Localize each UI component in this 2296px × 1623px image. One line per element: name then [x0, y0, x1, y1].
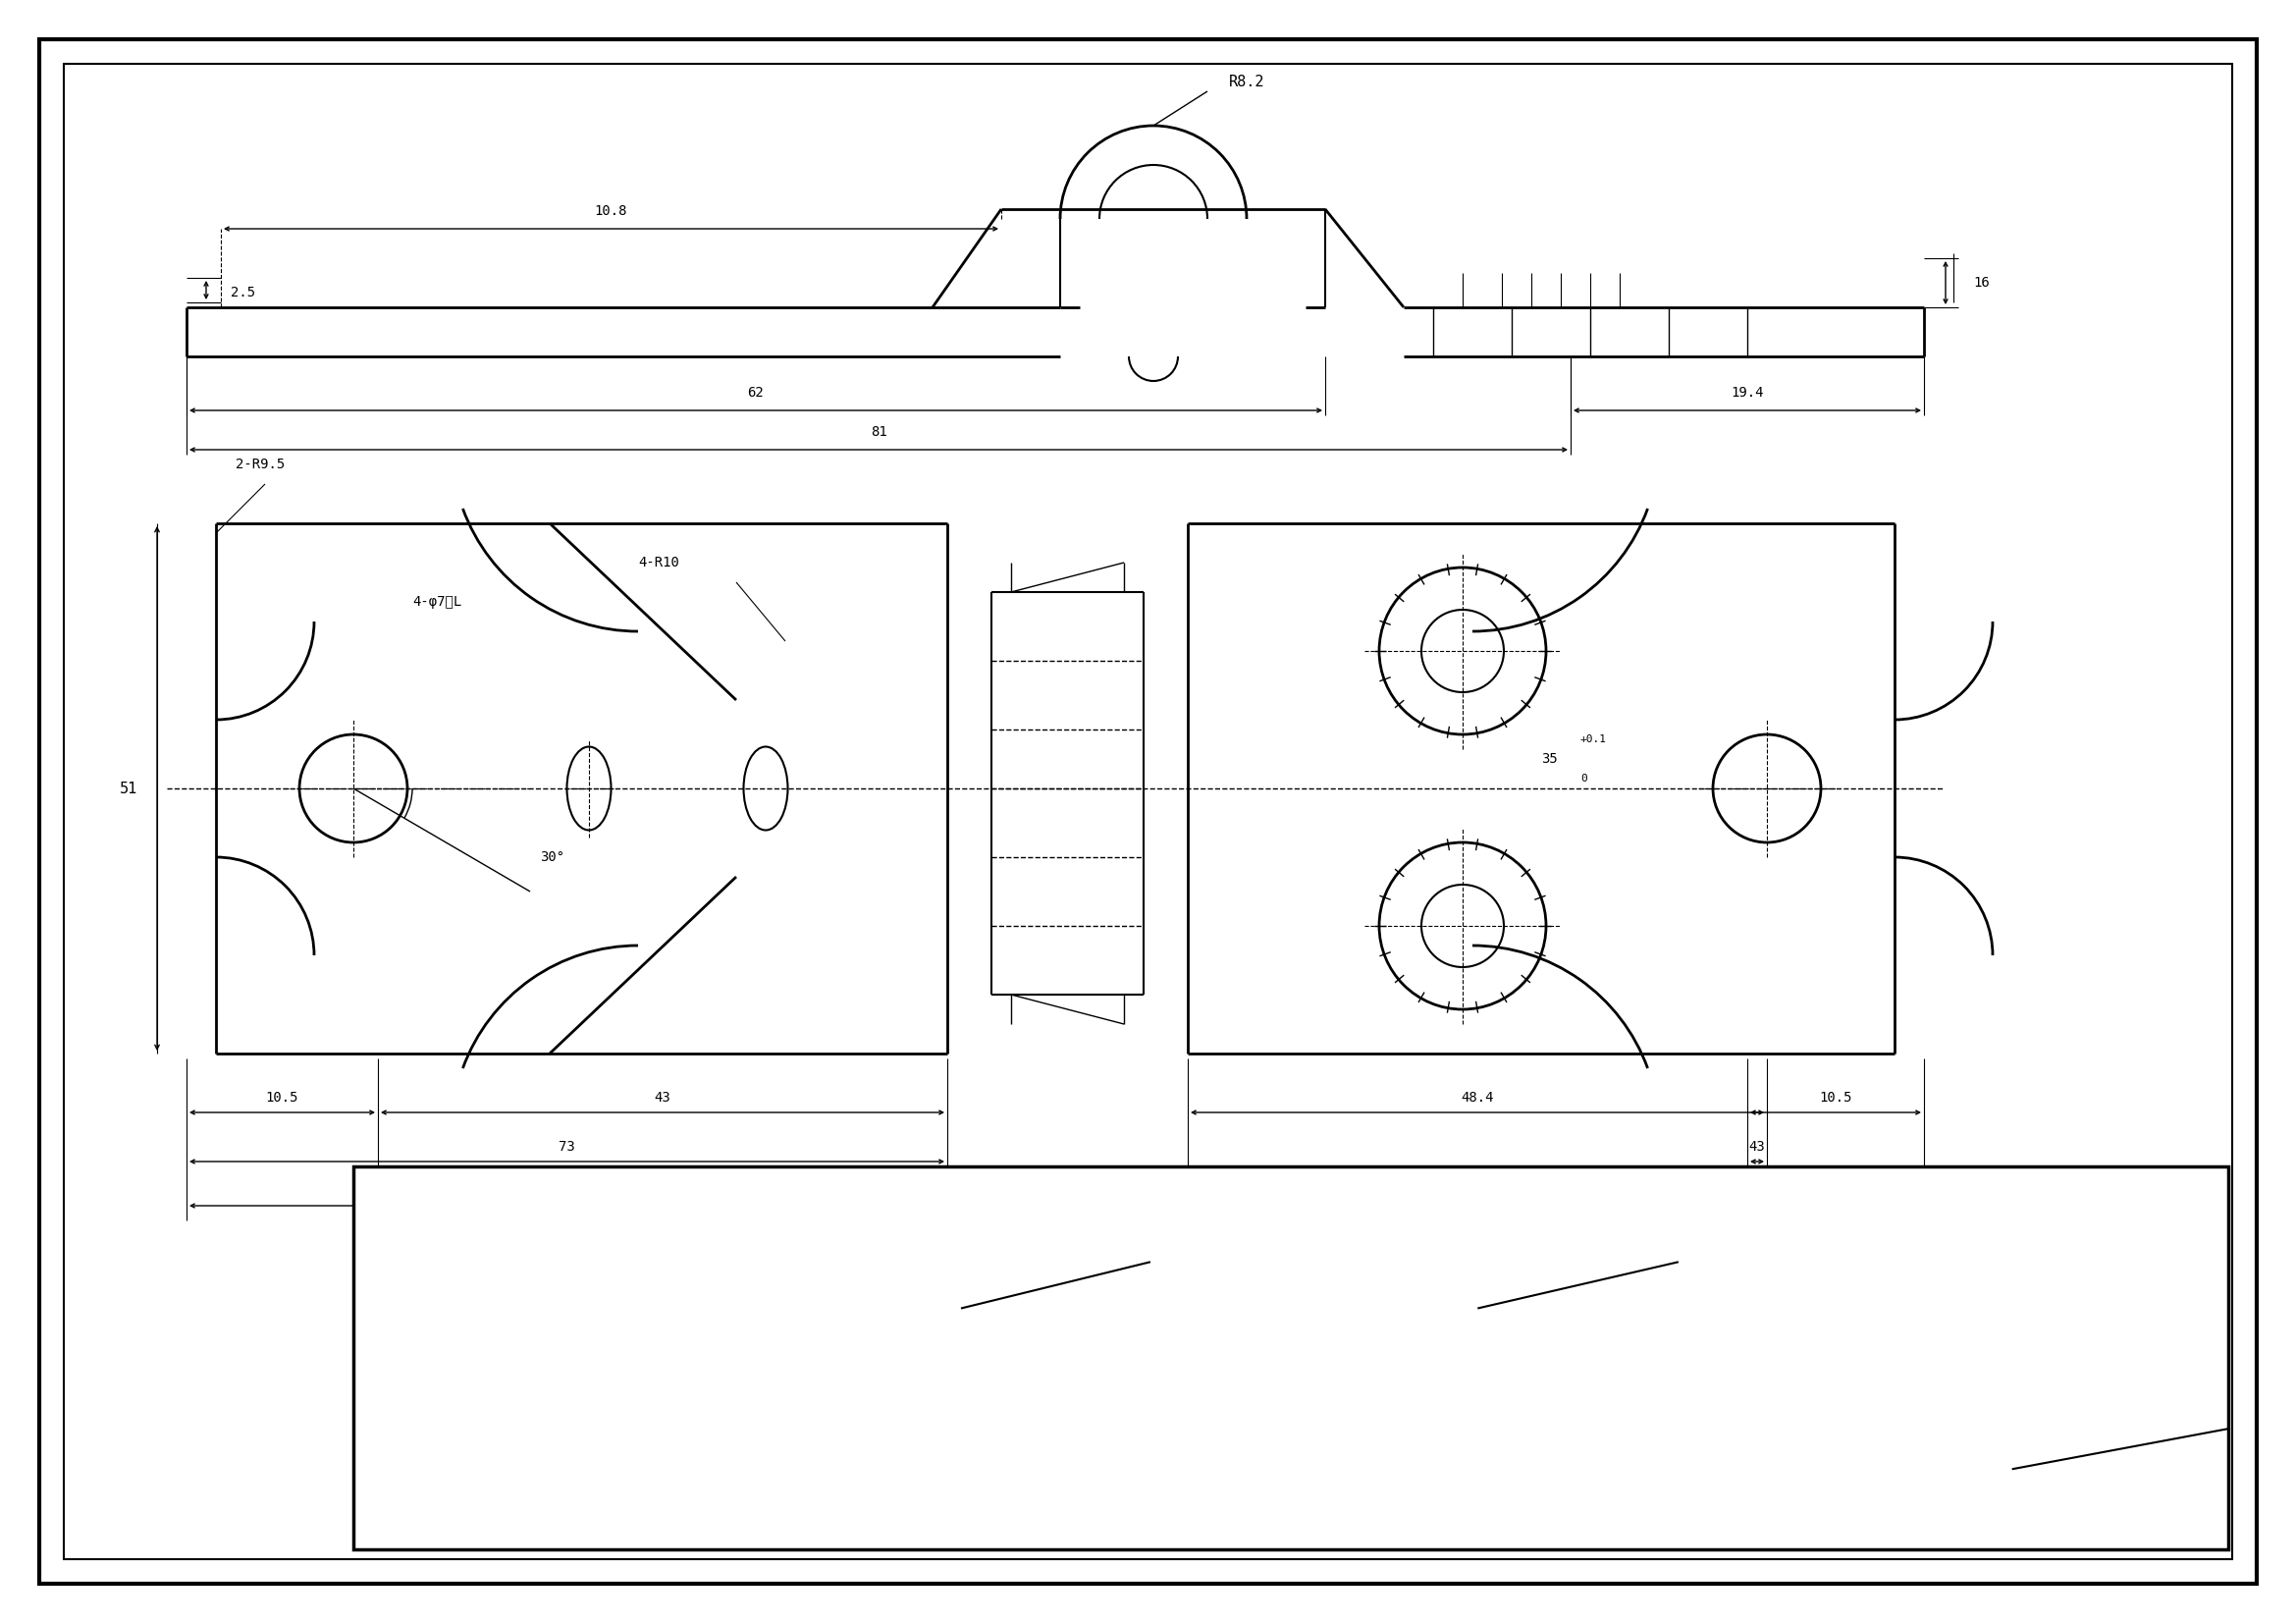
Text: 30°: 30°	[540, 850, 565, 863]
Text: 4-φ7送L: 4-φ7送L	[413, 596, 461, 609]
Text: ±0.45: ±0.45	[1378, 1443, 1414, 1456]
Text: A: A	[1228, 1277, 1235, 1292]
Text: 500->750: 500->750	[1548, 1362, 1607, 1375]
Text: ±0.80: ±0.80	[1740, 1362, 1777, 1375]
Text: 43: 43	[654, 1091, 670, 1105]
Text: R8.2: R8.2	[1228, 75, 1265, 89]
Text: 161.3: 161.3	[1035, 1185, 1077, 1198]
Text: FINISH:: FINISH:	[360, 1368, 409, 1378]
Text: ±0.40: ±0.40	[1378, 1402, 1414, 1415]
Bar	[354, 1167, 2229, 1550]
Text: DESCRIPTION:: DESCRIPTION:	[765, 1191, 854, 1204]
Text: ±0.20: ±0.20	[1378, 1321, 1414, 1334]
Text: ±0.15: ±0.15	[1212, 1321, 1249, 1334]
Text: ±1.00: ±1.00	[1908, 1321, 1947, 1334]
Text: 25->50: 25->50	[1033, 1443, 1077, 1456]
Text: 10.5: 10.5	[1818, 1091, 1853, 1105]
Text: 4-R10: 4-R10	[638, 555, 680, 570]
Text: 19.4: 19.4	[1731, 386, 1763, 399]
Text: 73: 73	[558, 1139, 574, 1154]
Text: 2.5: 2.5	[230, 286, 255, 300]
Text: MATERIAL:: MATERIAL:	[360, 1281, 420, 1290]
Text: Black: Black	[478, 1406, 535, 1425]
Text: 2017-7-10: 2017-7-10	[762, 1503, 859, 1519]
Text: 5 under: 5 under	[1031, 1321, 1081, 1334]
Text: DATE:: DATE:	[666, 1482, 698, 1493]
Text: ±0.80: ±0.80	[1378, 1522, 1414, 1535]
Text: *ANGLE±1.0°: *ANGLE±1.0°	[1708, 1524, 1782, 1534]
Text: JM ITEM NO.:: JM ITEM NO.:	[666, 1368, 744, 1378]
Text: 10.5: 10.5	[266, 1091, 298, 1105]
Text: 62: 62	[748, 386, 765, 399]
Text: TOLERANCES FOR UNSPECIFIED DIMENSIONS: TOLERANCES FOR UNSPECIFIED DIMENSIONS	[1414, 1206, 1777, 1224]
Text: STEEL: STEEL	[478, 1305, 535, 1324]
Text: ±0.60: ±0.60	[1378, 1483, 1414, 1495]
Text: ±1.20: ±1.20	[1740, 1402, 1777, 1415]
Text: comparison: 1:1: comparison: 1:1	[457, 1506, 556, 1516]
Text: ±1.20: ±1.20	[1908, 1362, 1947, 1375]
Text: ±0.30: ±0.30	[1212, 1443, 1249, 1456]
Text: 2-R9.5: 2-R9.5	[236, 458, 285, 471]
Text: 43: 43	[1750, 1139, 1766, 1154]
Text: 0: 0	[1580, 774, 1587, 784]
Text: 81: 81	[870, 425, 886, 438]
Text: ±0.40: ±0.40	[1212, 1483, 1249, 1495]
Text: *B:OTHERS DIMENSIONS: *B:OTHERS DIMENSIONS	[1681, 1483, 1812, 1493]
Text: B: B	[1391, 1277, 1401, 1292]
Text: 10->25: 10->25	[1033, 1402, 1077, 1415]
Text: 51: 51	[119, 781, 138, 795]
Text: SIZE: SIZE	[1486, 1290, 1511, 1300]
Text: 5=>10: 5=>10	[1038, 1362, 1075, 1375]
Text: 50->100: 50->100	[1031, 1483, 1081, 1495]
Text: +0.1: +0.1	[1580, 735, 1607, 745]
Text: 35: 35	[1541, 751, 1557, 766]
Text: Unit: Unit	[2018, 1451, 2048, 1462]
Text: B: B	[1924, 1277, 1931, 1292]
Text: 250->500: 250->500	[1548, 1321, 1607, 1334]
Text: 48.4: 48.4	[1460, 1091, 1495, 1105]
Text: ±0.20: ±0.20	[1212, 1362, 1249, 1375]
Text: 750->up: 750->up	[1552, 1402, 1605, 1415]
Text: A: A	[1754, 1277, 1763, 1292]
Text: 10.8: 10.8	[595, 204, 627, 217]
Text: 100->250: 100->250	[1026, 1522, 1086, 1535]
Text: mm: mm	[2112, 1522, 2128, 1535]
Text: ±1.50: ±1.50	[1908, 1402, 1947, 1415]
Text: 9163: 9163	[781, 1404, 840, 1427]
Text: ±0.60: ±0.60	[1740, 1321, 1777, 1334]
Text: ±0.30: ±0.30	[1378, 1362, 1414, 1375]
Text: DRAWING NO.:: DRAWING NO.:	[666, 1281, 744, 1290]
Text: 16: 16	[1972, 276, 1991, 289]
Text: SIZE: SIZE	[969, 1290, 994, 1300]
Text: *A:CENTER TO CENTER: *A:CENTER TO CENTER	[1683, 1444, 1809, 1454]
Text: ±0.25: ±0.25	[1212, 1402, 1249, 1415]
Text: JINGMAYS: JINGMAYS	[448, 1203, 565, 1225]
Text: ±0.50: ±0.50	[1212, 1522, 1249, 1535]
